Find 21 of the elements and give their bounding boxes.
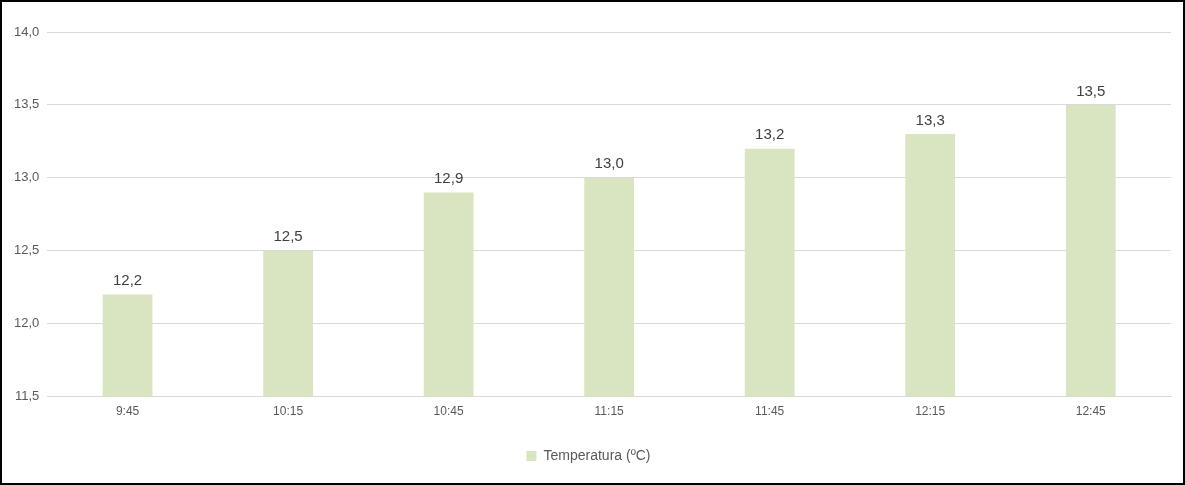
data-label: 12,9 bbox=[434, 169, 464, 187]
x-tick-label: 12:15 bbox=[915, 404, 946, 419]
data-label: 13,2 bbox=[755, 125, 785, 143]
x-tick-label: 10:45 bbox=[433, 404, 464, 419]
y-tick-label: 12,5 bbox=[13, 242, 40, 258]
data-label: 13,5 bbox=[1076, 81, 1106, 99]
x-tick-label: 11:45 bbox=[755, 404, 785, 419]
legend-label: Temperatura (ºC) bbox=[543, 446, 651, 463]
y-tick-label: 11,5 bbox=[14, 388, 40, 404]
x-tick-label: 12:45 bbox=[1075, 404, 1107, 419]
data-label: 12,5 bbox=[273, 227, 303, 245]
y-tick-label: 13,0 bbox=[13, 169, 40, 185]
y-tick-label: 12,0 bbox=[13, 315, 40, 331]
x-tick-label: 9:45 bbox=[115, 404, 140, 419]
x-tick-label: 11:15 bbox=[594, 404, 625, 419]
y-tick-label: 13,5 bbox=[13, 96, 40, 112]
data-label: 13,0 bbox=[594, 154, 624, 172]
x-tick-label: 10:15 bbox=[273, 404, 304, 419]
y-tick-label: 14,0 bbox=[13, 23, 40, 39]
data-label: 12,2 bbox=[112, 271, 143, 289]
data-label: 13,3 bbox=[915, 110, 945, 128]
